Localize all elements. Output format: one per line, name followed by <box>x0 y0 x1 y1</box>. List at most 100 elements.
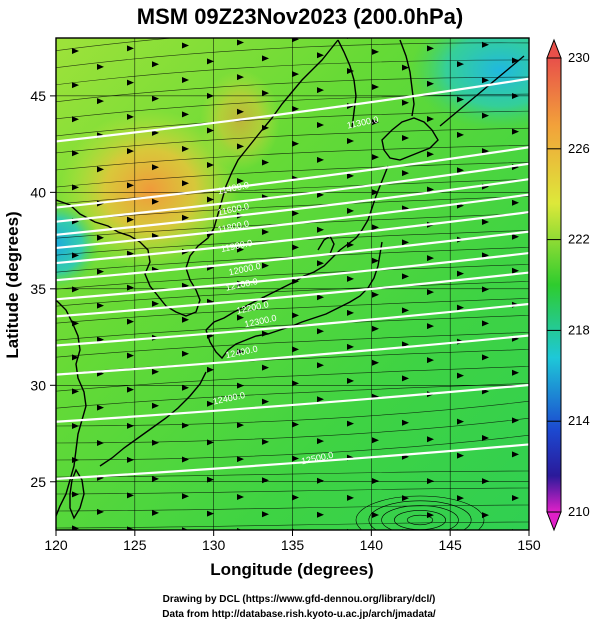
wind-arrow <box>292 346 299 353</box>
wind-arrow <box>482 354 489 361</box>
wind-arrow <box>537 478 544 484</box>
wind-arrow <box>292 210 299 217</box>
wind-arrow <box>347 67 354 74</box>
streamline <box>56 264 529 290</box>
wind-arrow <box>72 252 79 259</box>
wind-arrow <box>427 115 434 122</box>
height-contour-line <box>56 443 529 480</box>
wind-arrow <box>152 61 159 68</box>
wind-arrow <box>537 283 544 289</box>
wind-arrow <box>512 199 519 206</box>
wind-arrow <box>207 58 214 65</box>
wind-arrow <box>457 167 464 174</box>
wind-arrow <box>237 108 244 115</box>
wind-arrow <box>152 300 159 307</box>
wind-arrow <box>72 525 79 530</box>
wind-arrow <box>372 512 379 519</box>
wind-arrow <box>347 275 354 282</box>
wind-arrow <box>97 404 104 411</box>
wind-arrow <box>317 328 324 335</box>
height-contour-line <box>56 193 529 250</box>
wind-arrow <box>292 38 299 43</box>
wind-arrow <box>427 357 434 364</box>
colorbar-body <box>546 57 562 513</box>
wind-arrow <box>207 476 214 483</box>
wind-arrow <box>292 105 299 112</box>
hokkaido-coastline <box>381 117 439 161</box>
streamline <box>56 400 529 427</box>
x-tick-label: 120 <box>44 537 68 553</box>
height-contour-line <box>56 230 529 282</box>
wind-arrow <box>152 509 159 516</box>
height-contour-line <box>56 77 529 143</box>
wind-arrow <box>127 318 134 325</box>
x-axis-title: Longitude (degrees) <box>210 560 373 579</box>
wind-arrow <box>402 99 409 106</box>
height-contour-line <box>56 251 529 301</box>
wind-arrow <box>402 170 409 177</box>
wind-arrow <box>237 246 244 253</box>
wind-arrow <box>537 38 544 44</box>
wind-arrow <box>127 148 134 155</box>
wind-arrow <box>97 439 104 446</box>
height-contour-line <box>56 178 529 236</box>
height-contour-line <box>56 162 529 223</box>
wind-arrow <box>182 42 189 49</box>
russia-coastline <box>337 39 357 129</box>
wind-arrow <box>207 439 214 446</box>
streamline <box>56 110 529 137</box>
wind-arrow <box>537 216 544 222</box>
wind-arrow <box>152 129 159 136</box>
wind-arrow <box>482 112 489 119</box>
wind-arrow <box>537 317 544 323</box>
wind-arrow <box>317 546 324 552</box>
y-tick-label: 30 <box>30 377 46 393</box>
taiwan-coastline <box>69 468 85 520</box>
wind-arrow <box>402 64 409 71</box>
wind-arrow <box>347 377 354 384</box>
wind-arrow <box>537 351 544 357</box>
wind-arrow <box>482 219 489 226</box>
wind-arrow <box>237 456 244 463</box>
wind-arrow <box>457 131 464 138</box>
colorbar-tick-label: 218 <box>568 322 590 337</box>
map-plot-area: 11400.011600.011800.011900.012000.012100… <box>56 38 544 552</box>
wind-arrow <box>237 314 244 321</box>
wind-arrow <box>317 122 324 129</box>
streamline <box>56 487 529 495</box>
wind-arrow <box>292 380 299 387</box>
streamline <box>56 298 529 324</box>
chart-title: MSM 09Z23Nov2023 (200.0hPa) <box>137 4 464 29</box>
wind-arrow <box>427 80 434 87</box>
wind-arrow <box>182 282 189 289</box>
wind-arrow <box>72 286 79 293</box>
wind-arrow <box>317 396 324 403</box>
wind-arrow <box>262 398 269 405</box>
streamline <box>56 38 176 51</box>
wind-arrow <box>317 260 324 267</box>
wind-arrow <box>537 109 544 115</box>
wind-arrow <box>292 421 299 428</box>
wind-arrow <box>237 382 244 389</box>
wind-arrow <box>427 186 434 193</box>
wind-arrow <box>72 184 79 191</box>
wind-arrow <box>182 493 189 500</box>
wind-arrow <box>182 422 189 429</box>
streamline <box>56 42 529 69</box>
wind-arrow <box>482 286 489 293</box>
x-tick-label: 140 <box>360 537 384 553</box>
wind-arrow <box>482 148 489 155</box>
x-tick-label: 145 <box>438 537 462 553</box>
wind-arrow <box>372 224 379 231</box>
eddy-streamline <box>368 500 472 530</box>
wind-arrow <box>427 255 434 262</box>
wind-arrow <box>182 145 189 152</box>
wind-arrow <box>512 57 519 64</box>
wind-arrow <box>347 343 354 350</box>
wind-arrow <box>427 289 434 296</box>
wind-arrow <box>237 493 244 500</box>
wind-arrow <box>72 456 79 463</box>
colorbar-tick-label: 230 <box>568 50 590 65</box>
wind-arrow <box>317 156 324 163</box>
